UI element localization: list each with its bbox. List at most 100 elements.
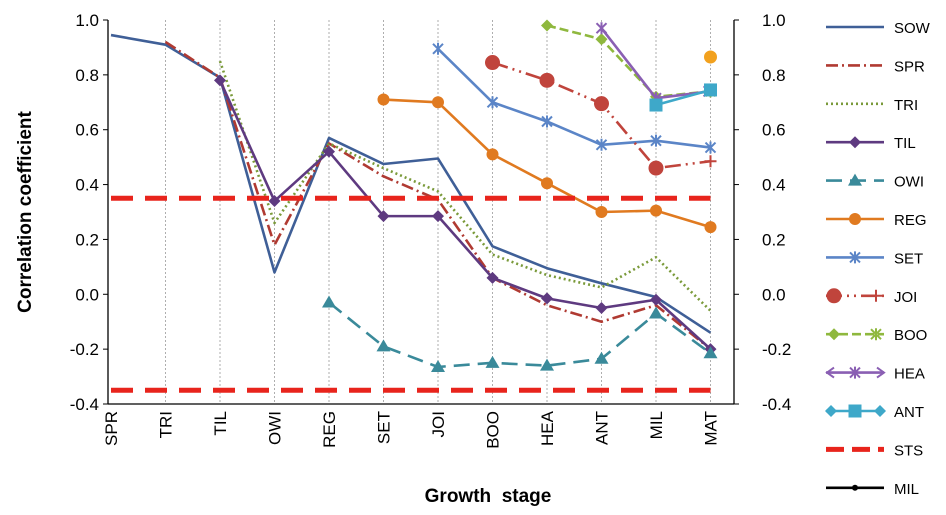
- series-reg-point: [486, 148, 499, 161]
- legend-item-mil-label: MIL: [894, 481, 919, 498]
- series-til-point: [214, 74, 226, 87]
- legend-item-boo-marker: [828, 328, 840, 341]
- y-right-tick-label: 0.6: [762, 121, 786, 140]
- legend-item-mil: MIL: [826, 481, 919, 498]
- series-reg-point: [595, 206, 608, 218]
- series-boo-point-shape: [541, 19, 553, 32]
- legend-item-set-marker-shape: [849, 251, 861, 264]
- series-owi-point: [594, 351, 609, 364]
- legend-item-ant-marker: [874, 405, 886, 417]
- series-ant-point: [704, 83, 717, 97]
- legend-item-sow: SOW: [826, 20, 931, 37]
- series-til-point-shape: [268, 195, 281, 208]
- series-til-line: [218, 79, 712, 351]
- series-joi-point: [594, 96, 609, 112]
- legend-item-ant-marker-shape: [825, 405, 837, 417]
- series-owi-point-shape: [703, 346, 718, 359]
- series-joi-point-shape: [704, 155, 717, 168]
- series-joi-point: [704, 155, 717, 168]
- series-tri-line: [218, 60, 712, 312]
- series-joi-point-shape: [485, 55, 500, 71]
- series-set-point: [704, 141, 717, 154]
- x-tick-label-tri: TRI: [157, 411, 176, 438]
- series-joi-point-shape: [539, 72, 555, 88]
- series-owi-point: [703, 346, 718, 359]
- x-tick-label-hea: HEA: [538, 410, 557, 446]
- series-reg-point-shape: [486, 148, 499, 161]
- legend-item-ant-marker: [848, 404, 862, 418]
- series-set-point-shape: [704, 141, 717, 154]
- series-owi-point-shape: [376, 339, 391, 352]
- series-boo-point: [541, 19, 553, 32]
- series-til-point: [432, 210, 444, 223]
- legend-item-til: TIL: [826, 135, 916, 152]
- x-tick-label-spr: SPR: [102, 411, 121, 446]
- legend-item-ant-marker-shape: [848, 404, 862, 418]
- series-reg-point-shape: [432, 96, 444, 109]
- series-til-point: [486, 271, 499, 284]
- x-tick-label-owi: OWI: [266, 411, 285, 445]
- legend-item-boo-marker: [870, 328, 882, 341]
- series-til-point: [377, 210, 390, 223]
- series-reg-point-shape: [377, 93, 390, 106]
- series-til-point: [268, 195, 281, 208]
- legend-item-set: SET: [826, 250, 923, 267]
- legend-item-til-marker-shape: [849, 136, 861, 149]
- legend-item-joi: JOI: [826, 288, 917, 306]
- axes: [107, 20, 735, 405]
- series-ant-point-shape: [704, 83, 717, 97]
- y-right-tick-label: -0.2: [762, 340, 791, 359]
- series-boo-point: [595, 33, 608, 46]
- series-til-point-shape: [377, 210, 390, 223]
- legend-item-ant-label: ANT: [894, 404, 924, 421]
- series-sow-line: [110, 33, 712, 334]
- series-set-line: [437, 47, 711, 149]
- y-right-tick-label: -0.4: [762, 395, 791, 414]
- series-ant-point: [649, 98, 663, 112]
- series-til-point-shape: [323, 145, 335, 158]
- series-til-point-shape: [432, 210, 444, 223]
- y-tick-label: 0.0: [75, 285, 99, 304]
- legend-item-reg-marker-shape: [849, 213, 861, 225]
- legend-item-reg: REG: [826, 212, 927, 229]
- x-axis-title: Growth stage: [425, 486, 552, 507]
- x-tick-label-til: TIL: [211, 411, 230, 436]
- series-til-point-shape: [214, 74, 226, 87]
- x-tick-label-ant: ANT: [593, 411, 612, 445]
- x-tick-label-set: SET: [375, 411, 394, 444]
- y-tick-label: 0.2: [75, 230, 99, 249]
- series-reg-point-shape: [541, 177, 553, 190]
- x-tick-label-mil: MIL: [647, 411, 666, 439]
- series-joi-point: [648, 160, 664, 176]
- series-hea-point-shape: [595, 22, 608, 35]
- legend-item-set-label: SET: [894, 250, 923, 267]
- series-joi-point-shape: [648, 160, 664, 176]
- legend-item-hea-marker-shape: [876, 366, 886, 379]
- legend-item-joi-label: JOI: [894, 289, 917, 306]
- series-til-point-shape: [541, 292, 553, 305]
- series-mil-point: [703, 49, 718, 65]
- series-set-point-shape: [432, 42, 444, 55]
- y-tick-label: 0.8: [75, 66, 99, 85]
- series-lines: [110, 19, 718, 393]
- y-tick-label: -0.4: [70, 395, 99, 414]
- legend-item-boo-marker-shape: [828, 328, 840, 341]
- y-tick-label: 0.6: [75, 121, 99, 140]
- legend: SOW SPR TRI TIL OWI REG SET JOI BOO HEA ANT STS MIL: [825, 20, 931, 498]
- series-set-point: [486, 96, 499, 109]
- series-set-point-shape: [650, 134, 662, 147]
- legend-item-sow-label: SOW: [894, 20, 931, 37]
- series-reg-point: [704, 221, 717, 234]
- series-owi-point: [540, 358, 554, 371]
- series-owi-point-shape: [431, 359, 445, 372]
- y-axis-title: Correlation coefficient: [15, 111, 36, 313]
- legend-item-hea-marker: [825, 366, 835, 379]
- series-owi-point: [485, 355, 500, 368]
- x-tick-label-boo: BOO: [484, 411, 503, 449]
- legend-item-set-marker: [849, 251, 861, 264]
- legend-item-joi-marker: [826, 288, 842, 304]
- series-til-point: [323, 145, 335, 158]
- series-owi-point-shape: [594, 351, 609, 364]
- series-owi-point: [376, 339, 391, 352]
